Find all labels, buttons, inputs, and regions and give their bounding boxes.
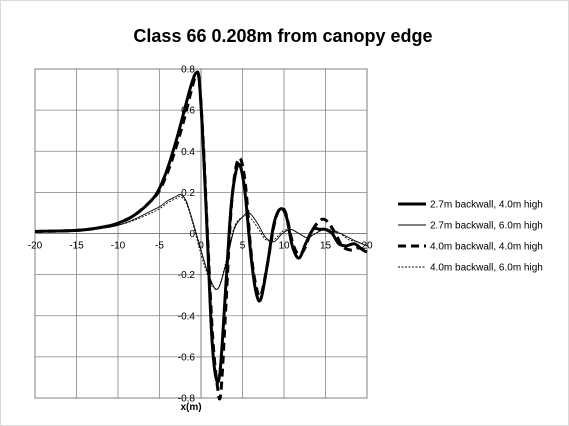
x-tick-label: -5 bbox=[155, 241, 164, 252]
y-tick-label: 0.6 bbox=[181, 106, 195, 117]
x-tick-label: 10 bbox=[278, 241, 290, 252]
x-tick-label: 0 bbox=[198, 241, 204, 252]
x-tick-label: 20 bbox=[361, 241, 373, 252]
series-line-3 bbox=[34, 71, 368, 401]
y-tick-label: 0.8 bbox=[181, 65, 195, 76]
x-tick-label: 5 bbox=[240, 241, 246, 252]
x-tick-label: -15 bbox=[69, 241, 84, 252]
x-tick-label: -10 bbox=[111, 241, 126, 252]
legend-label-1: 2.7m backwall, 4.0m high bbox=[430, 200, 543, 211]
legend-label-2: 2.7m backwall, 6.0m high bbox=[430, 221, 543, 232]
y-tick-label: 0 bbox=[189, 229, 195, 240]
tick-labels: -20 -15 -10 -5 0 5 10 15 20 0.8 0.6 0.4 0.2 0 -0.2 -0.4… bbox=[28, 65, 373, 405]
legend-label-3: 4.0m backwall, 4.0m high bbox=[430, 242, 543, 253]
y-tick-label: 0.2 bbox=[181, 188, 195, 199]
y-tick-label: -0.8 bbox=[178, 394, 196, 405]
y-tick-label: -0.2 bbox=[178, 270, 196, 281]
series-layer bbox=[34, 70, 368, 401]
y-tick-label: -0.4 bbox=[178, 311, 196, 322]
y-tick-label: -0.6 bbox=[178, 352, 196, 363]
legend: 2.7m backwall, 4.0m high 2.7m backwall, 6… bbox=[398, 200, 543, 274]
chart-title: Class 66 0.208m from canopy edge bbox=[133, 26, 432, 46]
x-axis-label: x(m) bbox=[180, 402, 201, 413]
x-tick-label: -20 bbox=[28, 241, 43, 252]
legend-label-4: 4.0m backwall, 6.0m high bbox=[430, 263, 543, 274]
x-tick-label: 15 bbox=[320, 241, 332, 252]
y-tick-label: 0.4 bbox=[181, 147, 195, 158]
